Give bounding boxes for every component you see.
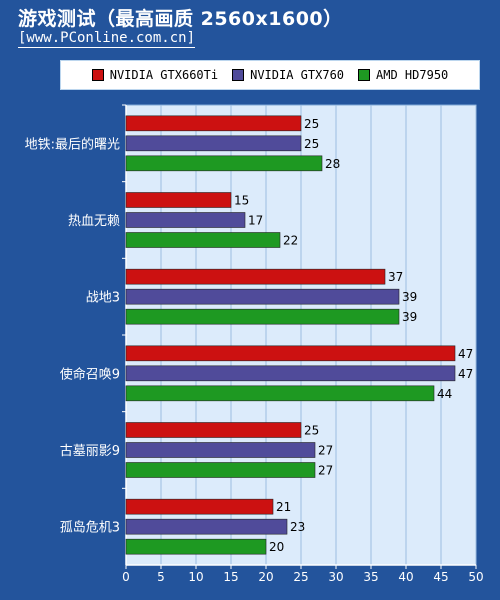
chart-title: 游戏测试（最高画质 2560x1600） bbox=[18, 8, 343, 30]
category-label: 战地3 bbox=[86, 291, 120, 306]
bar bbox=[125, 288, 400, 305]
category-label: 孤岛危机3 bbox=[60, 520, 120, 536]
bar bbox=[125, 498, 274, 515]
data-label: 47 bbox=[458, 347, 473, 361]
x-tick-label: 20 bbox=[258, 570, 273, 584]
legend-label-gtx660ti: NVIDIA GTX660Ti bbox=[109, 68, 219, 82]
x-tick-label: 25 bbox=[293, 570, 308, 584]
bar bbox=[125, 538, 267, 555]
bar bbox=[125, 385, 435, 402]
legend-item-gtx760: NVIDIA GTX760 bbox=[232, 68, 344, 82]
bar bbox=[125, 115, 302, 132]
data-label: 21 bbox=[276, 500, 291, 514]
legend-label-gtx760: NVIDIA GTX760 bbox=[250, 68, 345, 82]
x-tick-label: 10 bbox=[188, 570, 203, 584]
legend-item-gtx660ti: NVIDIA GTX660Ti bbox=[91, 68, 219, 82]
data-label: 47 bbox=[458, 367, 473, 381]
x-tick-label: 5 bbox=[157, 570, 165, 584]
legend-label-hd7950: AMD HD7950 bbox=[376, 68, 449, 82]
bar bbox=[125, 442, 316, 458]
x-tick-label: 45 bbox=[433, 570, 448, 584]
data-label: 25 bbox=[304, 137, 319, 151]
legend: NVIDIA GTX660Ti NVIDIA GTX760 AMD HD7950 bbox=[60, 60, 480, 90]
data-label: 25 bbox=[304, 424, 319, 438]
bar bbox=[125, 268, 386, 285]
bar bbox=[125, 462, 316, 478]
bar bbox=[125, 422, 302, 438]
x-tick-label: 30 bbox=[328, 570, 343, 584]
data-label: 28 bbox=[325, 157, 340, 171]
bar bbox=[125, 518, 288, 535]
category-label: 古墓丽影9 bbox=[60, 444, 120, 459]
bar bbox=[125, 192, 232, 208]
bar bbox=[125, 155, 323, 172]
x-tick-label: 0 bbox=[122, 570, 130, 584]
bar bbox=[125, 345, 456, 362]
x-tick-label: 50 bbox=[468, 570, 483, 584]
data-label: 20 bbox=[269, 540, 284, 554]
category-label: 热血无赖 bbox=[68, 214, 120, 229]
data-label: 27 bbox=[318, 464, 333, 478]
legend-item-hd7950: AMD HD7950 bbox=[358, 68, 448, 82]
bar bbox=[125, 212, 246, 228]
x-tick-label: 15 bbox=[223, 570, 238, 584]
data-label: 15 bbox=[234, 194, 249, 208]
legend-swatch-gtx660ti bbox=[91, 69, 104, 81]
data-label: 22 bbox=[283, 234, 298, 248]
category-label: 地铁:最后的曙光 bbox=[25, 136, 120, 152]
x-tick-label: 35 bbox=[363, 570, 378, 584]
data-label: 23 bbox=[290, 520, 305, 534]
legend-swatch-hd7950 bbox=[358, 69, 371, 81]
bar bbox=[125, 232, 281, 248]
chart-subtitle: [www.PConline.com.cn] bbox=[18, 30, 196, 48]
data-label: 44 bbox=[437, 387, 452, 401]
data-label: 39 bbox=[402, 290, 417, 304]
data-label: 27 bbox=[318, 444, 333, 458]
bar bbox=[125, 365, 456, 382]
data-label: 39 bbox=[402, 310, 417, 324]
category-label: 使命召唤9 bbox=[60, 366, 120, 382]
legend-swatch-gtx760 bbox=[232, 69, 245, 81]
data-label: 17 bbox=[248, 214, 263, 228]
bar bbox=[125, 135, 302, 152]
data-label: 37 bbox=[388, 270, 403, 284]
x-tick-label: 40 bbox=[398, 570, 413, 584]
data-label: 25 bbox=[304, 117, 319, 131]
bar bbox=[125, 308, 400, 325]
